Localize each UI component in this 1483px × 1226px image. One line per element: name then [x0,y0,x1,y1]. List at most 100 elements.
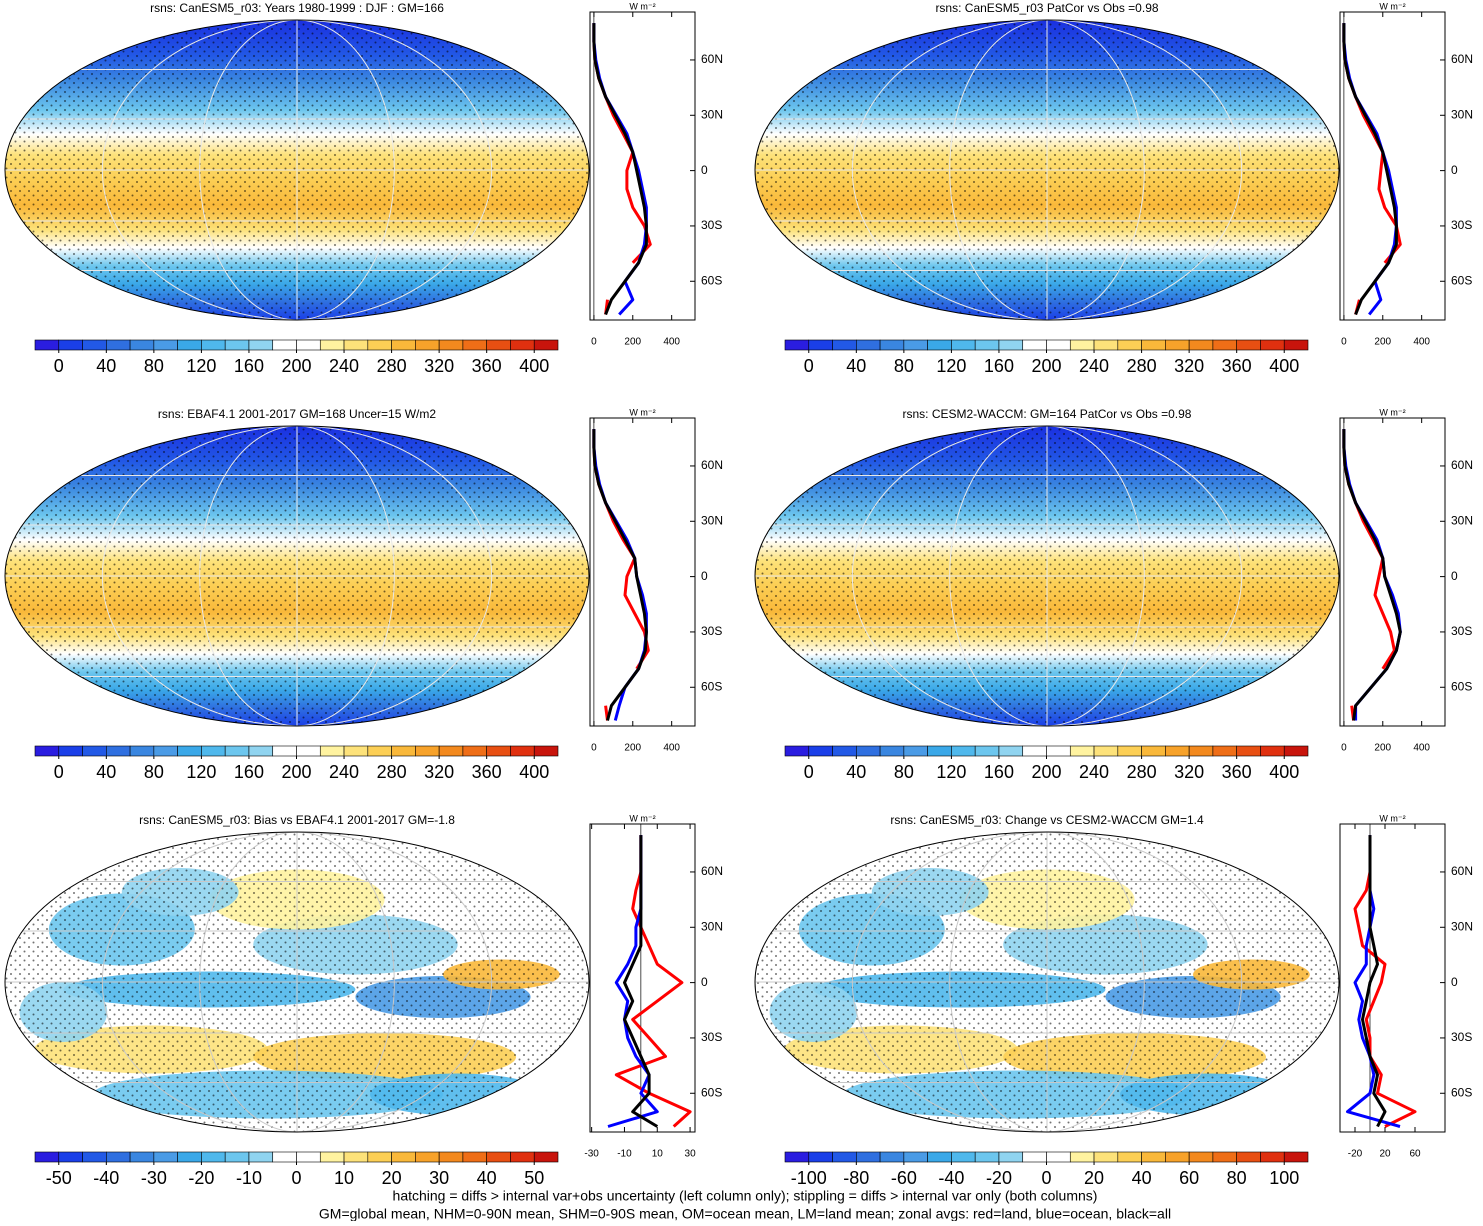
colorbar-label: 0 [1041,1168,1051,1188]
colorbar-box [533,745,559,757]
x-tick-label: 0 [1341,743,1347,754]
colorbar-box [153,339,178,351]
colorbar-box [784,745,810,757]
colorbar-box [106,339,131,351]
panel-title: rsns: CanESM5_r03: Change vs CESM2-WACCM… [890,813,1204,827]
colorbar-label: 360 [1222,762,1252,782]
colorbar-box [272,745,297,757]
panel-title: rsns: CESM2-WACCM: GM=164 PatCor vs Obs … [903,407,1192,421]
x-tick-label: 60 [1409,1149,1421,1160]
colorbar-box [343,745,369,757]
colorbar-label: -20 [986,1168,1012,1188]
colorbar-box [367,745,392,757]
colorbar-box [974,339,1000,351]
x-tick-label: 200 [624,743,641,754]
colorbar-box [177,745,202,757]
map [755,426,1339,726]
colorbar-box [462,745,487,757]
colorbar-label: 200 [281,762,311,782]
colorbar-label: 240 [329,356,359,376]
colorbar-box [510,745,535,757]
y-tick-label: 30N [1451,513,1473,527]
x-unit: W m⁻² [629,1,655,11]
colorbar-label: 200 [1031,762,1061,782]
map [755,20,1339,320]
colorbar-label: 320 [1174,356,1204,376]
colorbar-box [1141,745,1166,757]
x-tick-label: 200 [1374,337,1391,348]
colorbar-box [438,339,464,351]
colorbar-box [438,745,464,757]
colorbar-box [1093,745,1119,757]
colorbar-label: 160 [984,762,1014,782]
map [755,832,1339,1132]
colorbar-box [367,1151,392,1163]
colorbar-label: 320 [1174,762,1204,782]
colorbar-box [296,745,321,757]
profile-frame [589,823,696,1133]
colorbar-label: 160 [984,356,1014,376]
y-tick-label: 30N [701,513,723,527]
colorbar-label: -30 [141,1168,167,1188]
colorbar-label: 400 [519,762,549,782]
colorbar-label: 40 [1132,1168,1152,1188]
colorbar-box [34,1151,60,1163]
colorbar-box [486,745,511,757]
zonal-line [1361,835,1387,1128]
colorbar-box [415,1151,440,1163]
map [5,832,589,1132]
x-tick-label: 20 [1379,1149,1391,1160]
colorbar-box [415,745,440,757]
panel-title: rsns: CanESM5_r03 PatCor vs Obs =0.98 [935,1,1158,15]
colorbar-box [832,339,857,351]
zonal-line [1342,429,1402,721]
map-border [4,19,590,321]
colorbar-box [391,339,416,351]
colorbar-label: 40 [846,762,866,782]
colorbar-label: 50 [524,1168,544,1188]
map-border [754,425,1340,727]
colorbar-box [1141,1151,1166,1163]
colorbar-box [533,339,559,351]
colorbar-box [438,1151,464,1163]
colorbar-box [1283,339,1309,351]
colorbar-box [1212,1151,1237,1163]
colorbar-label: -40 [93,1168,119,1188]
colorbar-box [1165,1151,1190,1163]
colorbar-label: 320 [424,356,454,376]
x-unit: W m⁻² [1379,1,1405,11]
colorbar-label: 100 [1269,1168,1299,1188]
colorbar-box [153,1151,178,1163]
colorbar-box [486,1151,511,1163]
colorbar-box [1260,745,1285,757]
colorbar-box [927,1151,952,1163]
colorbar-box [1022,339,1047,351]
y-tick-label: 30S [701,624,722,638]
colorbar-label: 80 [894,762,914,782]
colorbar-box [462,339,487,351]
y-tick-label: 60S [701,679,722,693]
colorbar-box [1260,1151,1285,1163]
map-border [4,425,590,727]
colorbar-label: -10 [236,1168,262,1188]
y-tick-label: 60S [1451,1085,1472,1099]
y-tick-label: 60N [701,458,723,472]
colorbar-box [201,745,226,757]
x-tick-label: 200 [624,337,641,348]
colorbar-box [201,1151,226,1163]
y-tick-label: 60S [1451,273,1472,287]
y-tick-label: 60S [701,1085,722,1099]
x-tick-label: 400 [663,337,680,348]
colorbar-box [177,339,202,351]
y-tick-label: 60S [1451,679,1472,693]
colorbar-box [296,339,321,351]
colorbar-label: 280 [377,762,407,782]
x-tick-label: 400 [1413,743,1430,754]
colorbar-label: 0 [54,356,64,376]
colorbar-box [1283,1151,1309,1163]
colorbar-box [129,1151,155,1163]
colorbar-box [1046,339,1071,351]
colorbar-label: 200 [1031,356,1061,376]
x-tick-label: 400 [1413,337,1430,348]
colorbar-box [927,339,952,351]
